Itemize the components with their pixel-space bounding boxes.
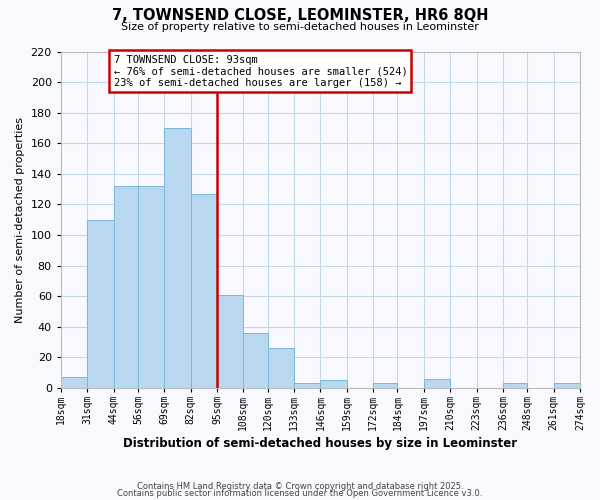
Bar (554, 384, 580, 388)
Text: 7, TOWNSEND CLOSE, LEOMINSTER, HR6 8QH: 7, TOWNSEND CLOSE, LEOMINSTER, HR6 8QH (112, 8, 488, 22)
Text: Contains HM Land Registry data © Crown copyright and database right 2025.: Contains HM Land Registry data © Crown c… (137, 482, 463, 491)
Y-axis label: Number of semi-detached properties: Number of semi-detached properties (15, 116, 25, 322)
Bar (113, 186, 138, 388)
Text: Contains public sector information licensed under the Open Government Licence v3: Contains public sector information licen… (118, 490, 482, 498)
Bar (503, 384, 527, 388)
Text: Size of property relative to semi-detached houses in Leominster: Size of property relative to semi-detach… (121, 22, 479, 32)
Text: 7 TOWNSEND CLOSE: 93sqm
← 76% of semi-detached houses are smaller (524)
23% of s: 7 TOWNSEND CLOSE: 93sqm ← 76% of semi-de… (113, 54, 407, 88)
Bar (320, 380, 347, 388)
Bar (191, 194, 217, 388)
Bar (138, 186, 164, 388)
X-axis label: Distribution of semi-detached houses by size in Leominster: Distribution of semi-detached houses by … (124, 437, 517, 450)
Bar (87, 220, 113, 388)
Bar (164, 128, 191, 388)
Bar (61, 377, 87, 388)
Bar (244, 333, 268, 388)
Bar (424, 378, 450, 388)
Bar (268, 348, 294, 388)
Bar (294, 384, 320, 388)
Bar (373, 384, 397, 388)
Bar (217, 294, 244, 388)
